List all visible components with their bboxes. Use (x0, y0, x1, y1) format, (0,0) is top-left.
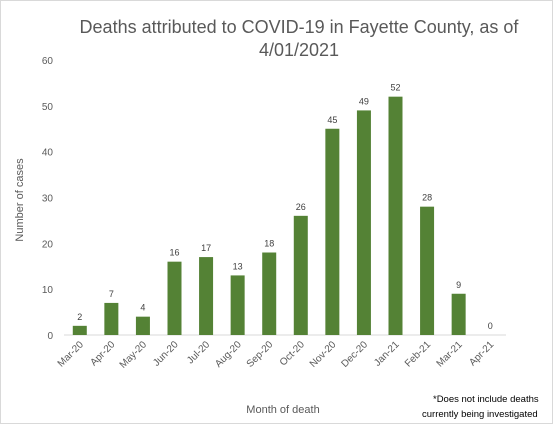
x-tick-label: Dec-20 (339, 339, 370, 370)
y-tick-label: 40 (42, 148, 54, 159)
bar-dec-20 (356, 110, 371, 336)
bars-group (72, 96, 466, 336)
data-label: 52 (390, 83, 400, 93)
y-tick-label: 0 (47, 331, 53, 342)
x-tick-label: Jun-20 (151, 339, 181, 369)
bar-jun-20 (167, 261, 182, 335)
data-label: 7 (109, 289, 114, 299)
bar-jul-20 (199, 257, 214, 335)
x-tick-label: Mar-21 (435, 339, 465, 369)
data-label: 26 (296, 202, 306, 212)
data-label: 17 (201, 243, 211, 253)
data-label: 2 (77, 312, 82, 322)
bar-oct-20 (293, 215, 308, 335)
y-tick-label: 30 (42, 194, 54, 205)
footnote-line-2: currently being investigated (422, 409, 538, 420)
x-tick-label: Jul-20 (185, 339, 212, 366)
footnote-line-1: *Does not include deaths (433, 394, 539, 405)
bar-jan-21 (388, 96, 403, 336)
data-label: 49 (359, 96, 369, 106)
data-label: 9 (456, 280, 461, 290)
bar-aug-20 (230, 275, 245, 335)
bar-apr-20 (104, 302, 119, 335)
y-tick-label: 10 (42, 285, 54, 296)
x-axis-ticks: Mar-20 Apr-20 May-20 Jun-20 Jul-20 Aug-20 Sep-… (56, 339, 497, 371)
bar-mar-20 (72, 325, 87, 335)
x-tick-label: Apr-20 (88, 339, 117, 368)
data-label: 4 (140, 303, 145, 313)
data-label: 18 (264, 239, 274, 249)
y-axis-title: Number of cases (14, 158, 26, 242)
x-axis-title: Month of death (246, 404, 319, 416)
chart-title-line-2: 4/01/2021 (259, 40, 339, 60)
data-label: 0 (488, 321, 493, 331)
x-tick-label: Nov-20 (308, 339, 339, 370)
x-tick-label: Aug-20 (213, 339, 244, 370)
y-axis-ticks: 0 10 20 30 40 50 60 (42, 56, 54, 342)
x-tick-label: Mar-20 (56, 339, 86, 369)
x-tick-label: Jan-21 (372, 339, 402, 369)
y-tick-label: 20 (42, 239, 54, 250)
x-tick-label: Oct-20 (278, 339, 307, 368)
bar-mar-21 (451, 293, 466, 335)
data-label: 28 (422, 193, 432, 203)
x-tick-label: Sep-20 (245, 339, 276, 370)
data-labels-group: 2 7 4 16 17 13 18 26 45 49 52 28 9 0 (77, 83, 492, 331)
x-tick-label: Apr-21 (467, 339, 496, 368)
bar-nov-20 (325, 128, 340, 335)
y-tick-label: 60 (42, 56, 54, 67)
x-tick-label: May-20 (118, 339, 150, 371)
x-tick-label: Feb-21 (403, 339, 433, 369)
bar-may-20 (135, 316, 150, 335)
bar-sep-20 (262, 252, 277, 335)
data-label: 13 (233, 261, 243, 271)
y-tick-label: 50 (42, 102, 54, 113)
data-label: 45 (327, 115, 337, 125)
chart-title-line-1: Deaths attributed to COVID-19 in Fayette… (80, 17, 520, 37)
bar-feb-21 (420, 206, 435, 335)
data-label: 16 (169, 248, 179, 258)
